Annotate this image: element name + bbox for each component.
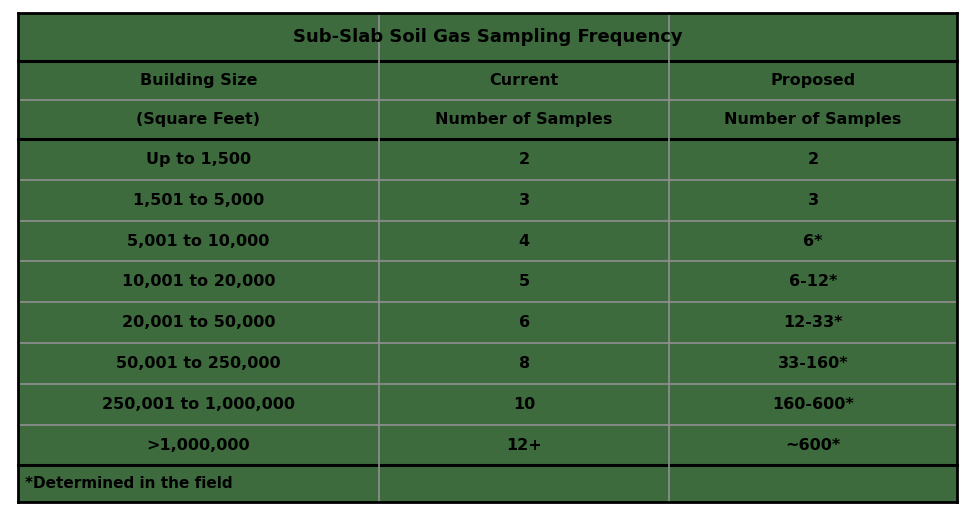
Text: 1,501 to 5,000: 1,501 to 5,000	[133, 193, 264, 208]
Text: 50,001 to 250,000: 50,001 to 250,000	[116, 356, 281, 371]
Text: 160-600*: 160-600*	[772, 397, 854, 412]
Text: 2: 2	[519, 152, 529, 167]
Text: 6: 6	[519, 315, 529, 330]
Text: 250,001 to 1,000,000: 250,001 to 1,000,000	[102, 397, 295, 412]
Text: ~600*: ~600*	[786, 438, 840, 453]
Text: Proposed: Proposed	[770, 73, 856, 88]
Text: 3: 3	[519, 193, 529, 208]
Text: 12+: 12+	[506, 438, 542, 453]
Text: Number of Samples: Number of Samples	[436, 112, 613, 127]
Text: 4: 4	[519, 234, 529, 249]
Text: 12-33*: 12-33*	[784, 315, 843, 330]
Text: 33-160*: 33-160*	[778, 356, 848, 371]
Text: *Determined in the field: *Determined in the field	[25, 476, 233, 491]
Text: (Square Feet): (Square Feet)	[136, 112, 260, 127]
Text: 8: 8	[519, 356, 529, 371]
Text: 3: 3	[807, 193, 819, 208]
Text: 5: 5	[519, 274, 529, 289]
Text: 10,001 to 20,000: 10,001 to 20,000	[122, 274, 275, 289]
Text: Building Size: Building Size	[139, 73, 257, 88]
Text: Sub-Slab Soil Gas Sampling Frequency: Sub-Slab Soil Gas Sampling Frequency	[292, 28, 682, 46]
Text: 6-12*: 6-12*	[789, 274, 838, 289]
Text: Up to 1,500: Up to 1,500	[146, 152, 251, 167]
Text: 6*: 6*	[803, 234, 823, 249]
Text: 5,001 to 10,000: 5,001 to 10,000	[128, 234, 270, 249]
Text: >1,000,000: >1,000,000	[146, 438, 251, 453]
Text: Number of Samples: Number of Samples	[724, 112, 902, 127]
Text: 10: 10	[513, 397, 535, 412]
Text: 2: 2	[807, 152, 819, 167]
Text: 20,001 to 50,000: 20,001 to 50,000	[122, 315, 275, 330]
Text: Current: Current	[489, 73, 559, 88]
